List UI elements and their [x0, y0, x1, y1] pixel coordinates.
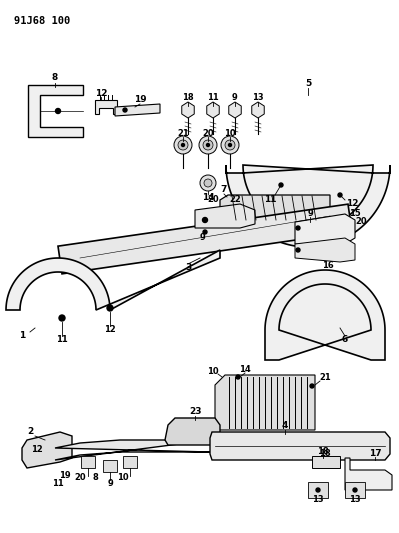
Text: 11: 11: [264, 196, 276, 205]
Circle shape: [221, 136, 239, 154]
Polygon shape: [95, 100, 117, 114]
Circle shape: [310, 384, 314, 388]
Text: 12: 12: [346, 198, 358, 207]
Text: 7: 7: [221, 185, 227, 195]
Polygon shape: [165, 418, 220, 445]
Text: 8: 8: [52, 74, 58, 83]
Text: 21: 21: [319, 374, 331, 383]
Polygon shape: [55, 440, 210, 460]
Text: 18: 18: [317, 448, 329, 456]
Circle shape: [296, 248, 300, 252]
Polygon shape: [115, 104, 160, 116]
Polygon shape: [6, 250, 220, 310]
Polygon shape: [252, 102, 264, 118]
Text: 12: 12: [104, 326, 116, 335]
Text: 13: 13: [252, 93, 264, 102]
Text: 4: 4: [282, 422, 288, 431]
Circle shape: [316, 488, 320, 492]
Bar: [345, 482, 365, 498]
Circle shape: [178, 140, 188, 150]
Polygon shape: [207, 102, 219, 118]
Text: 1: 1: [19, 330, 25, 340]
Circle shape: [182, 143, 184, 147]
Polygon shape: [58, 204, 352, 274]
Text: 15: 15: [349, 208, 361, 217]
Text: 23: 23: [189, 408, 201, 416]
Polygon shape: [182, 102, 194, 118]
Text: 91J68 100: 91J68 100: [14, 16, 70, 26]
Circle shape: [207, 143, 209, 147]
Polygon shape: [22, 432, 72, 468]
Circle shape: [236, 375, 240, 379]
Text: 18: 18: [182, 93, 194, 102]
Circle shape: [123, 108, 127, 112]
Text: 14: 14: [239, 365, 251, 374]
Text: 9: 9: [307, 208, 313, 217]
Circle shape: [204, 179, 212, 187]
Text: 11: 11: [207, 93, 219, 102]
Circle shape: [353, 488, 357, 492]
Bar: [308, 482, 328, 498]
Text: 9: 9: [107, 480, 113, 489]
Polygon shape: [215, 375, 315, 430]
Text: 5: 5: [305, 78, 311, 87]
Text: 9: 9: [200, 233, 206, 243]
Text: 13: 13: [349, 496, 361, 505]
Circle shape: [199, 136, 217, 154]
Text: 8: 8: [92, 473, 98, 482]
Text: 20: 20: [355, 217, 367, 227]
Text: 21: 21: [177, 128, 189, 138]
Polygon shape: [345, 458, 392, 490]
Circle shape: [200, 175, 216, 191]
Text: 14: 14: [201, 193, 214, 203]
Text: 10: 10: [207, 367, 219, 376]
Polygon shape: [226, 165, 390, 247]
Polygon shape: [195, 204, 255, 228]
Circle shape: [174, 136, 192, 154]
Circle shape: [59, 315, 65, 321]
Text: 12: 12: [95, 88, 107, 98]
Text: 13: 13: [312, 496, 324, 505]
Text: 10: 10: [224, 128, 236, 138]
Text: 18: 18: [319, 448, 331, 457]
Circle shape: [279, 183, 283, 187]
Text: 20: 20: [74, 473, 86, 482]
Text: 17: 17: [369, 448, 381, 457]
Bar: [103, 460, 117, 472]
Text: 19: 19: [134, 95, 146, 104]
Text: 20: 20: [202, 128, 214, 138]
Text: 12: 12: [31, 446, 43, 455]
Text: 11: 11: [52, 480, 64, 489]
Text: 16: 16: [322, 261, 334, 270]
Circle shape: [55, 109, 61, 114]
Text: 6: 6: [342, 335, 348, 344]
Text: 19: 19: [59, 472, 71, 481]
Polygon shape: [295, 238, 355, 262]
Circle shape: [203, 217, 207, 222]
Polygon shape: [265, 270, 385, 360]
Circle shape: [338, 193, 342, 197]
Circle shape: [203, 230, 207, 234]
Text: 3: 3: [185, 263, 191, 272]
Text: 11: 11: [56, 335, 68, 344]
Polygon shape: [220, 195, 330, 221]
Bar: [81, 456, 95, 468]
Circle shape: [229, 143, 231, 147]
Text: 9: 9: [232, 93, 238, 102]
Polygon shape: [295, 214, 355, 244]
Text: 22: 22: [229, 196, 241, 205]
Circle shape: [225, 140, 235, 150]
Circle shape: [296, 226, 300, 230]
Circle shape: [107, 305, 113, 311]
Polygon shape: [210, 432, 390, 460]
Text: 10: 10: [117, 473, 129, 482]
Circle shape: [203, 140, 213, 150]
Text: 2: 2: [27, 427, 33, 437]
Polygon shape: [28, 85, 83, 137]
Polygon shape: [229, 102, 241, 118]
Bar: [123, 456, 137, 468]
Polygon shape: [312, 456, 340, 468]
Text: 20: 20: [207, 196, 219, 205]
